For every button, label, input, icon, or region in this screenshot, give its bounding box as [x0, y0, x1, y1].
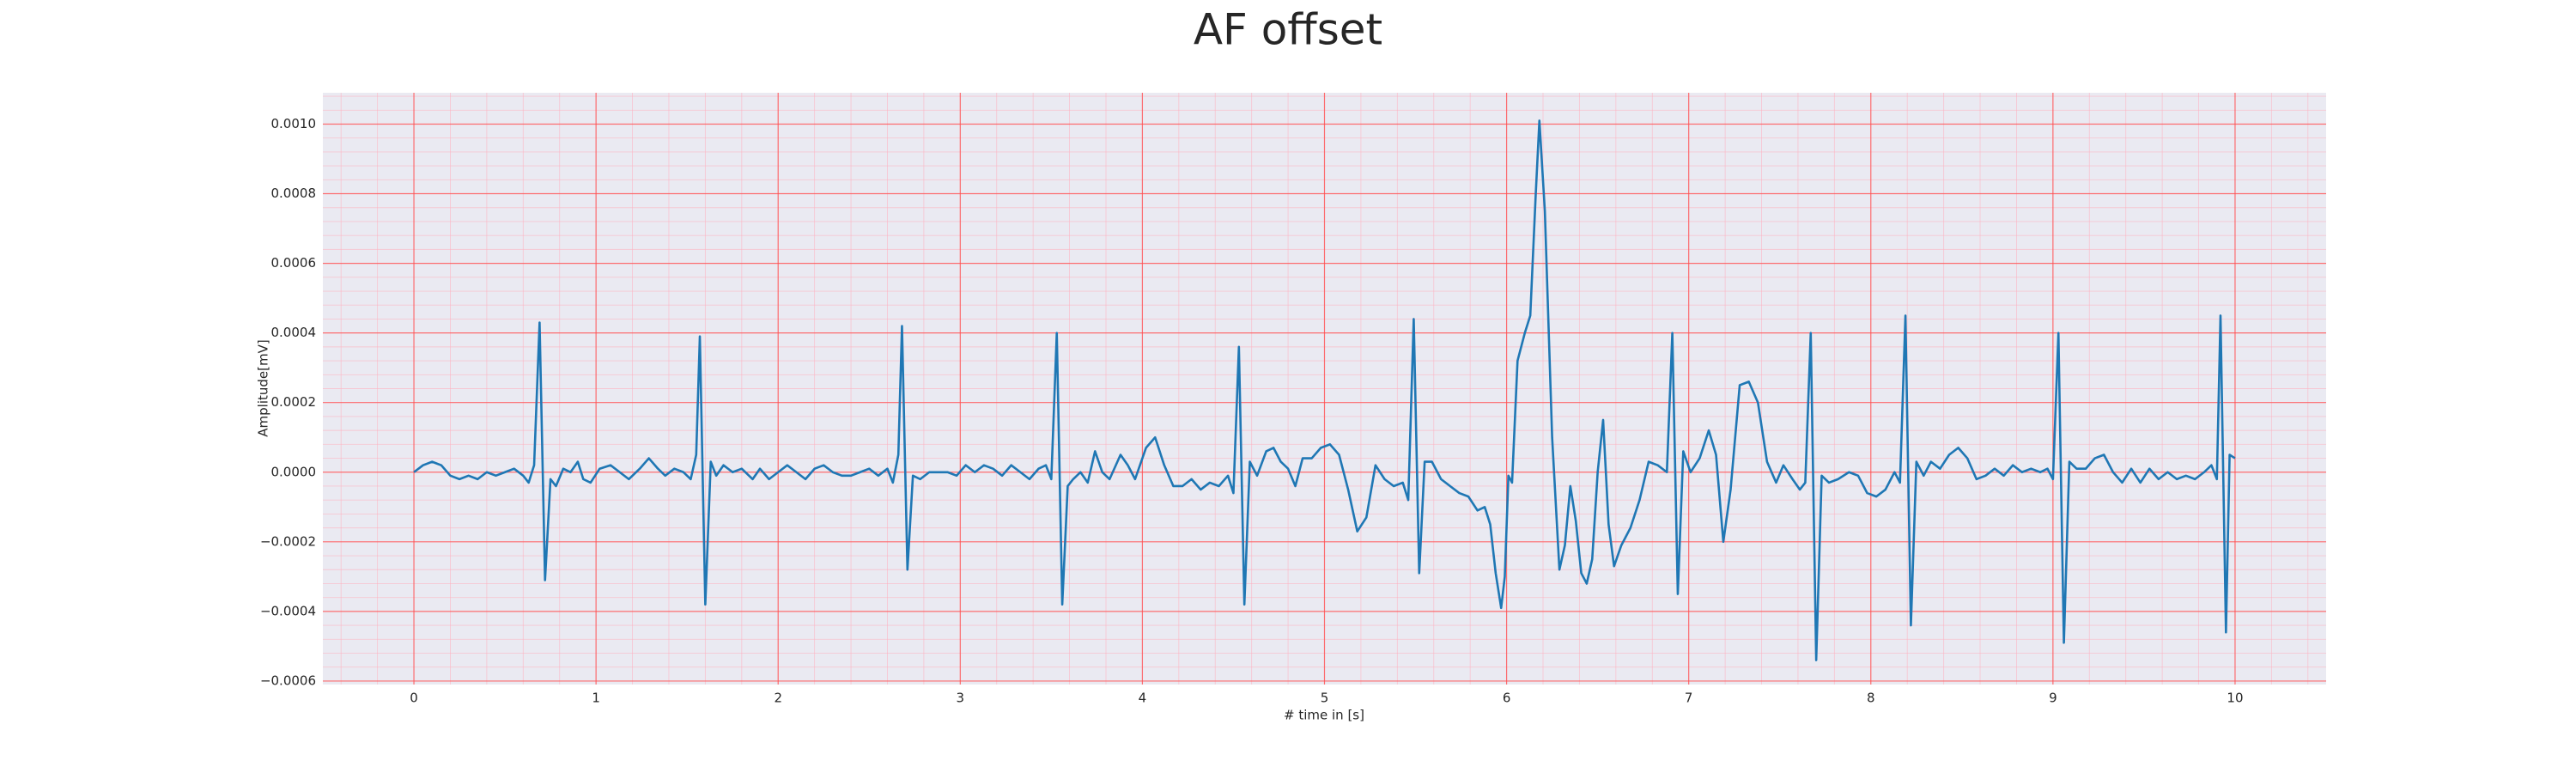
y-tick-label: 0.0008 [271, 186, 317, 201]
y-tick-label: −0.0006 [260, 673, 316, 688]
y-tick-label: 0.0000 [271, 464, 317, 479]
y-tick-label: 0.0002 [271, 394, 317, 410]
x-tick-label: 10 [2227, 691, 2243, 706]
chart-title: AF offset [1194, 5, 1382, 55]
y-axis-label: Amplitude[mV] [256, 339, 271, 436]
x-tick-label: 2 [774, 691, 782, 706]
x-tick-label: 9 [2049, 691, 2057, 706]
x-axis-label: # time in [s] [1284, 708, 1364, 723]
y-tick-label: 0.0010 [271, 116, 317, 131]
x-tick-label: 7 [1685, 691, 1693, 706]
y-tick-label: −0.0002 [260, 533, 316, 549]
data-line [413, 119, 2236, 661]
x-tick-label: 6 [1503, 691, 1511, 706]
x-tick-label: 0 [410, 691, 418, 706]
x-tick-label: 8 [1867, 691, 1875, 706]
y-tick-label: 0.0006 [271, 255, 317, 271]
y-tick-label: 0.0004 [271, 325, 317, 340]
x-tick-label: 4 [1139, 691, 1147, 706]
y-tick-label: −0.0004 [260, 603, 316, 618]
x-tick-label: 3 [957, 691, 965, 706]
x-tick-label: 5 [1321, 691, 1329, 706]
x-tick-label: 1 [592, 691, 600, 706]
